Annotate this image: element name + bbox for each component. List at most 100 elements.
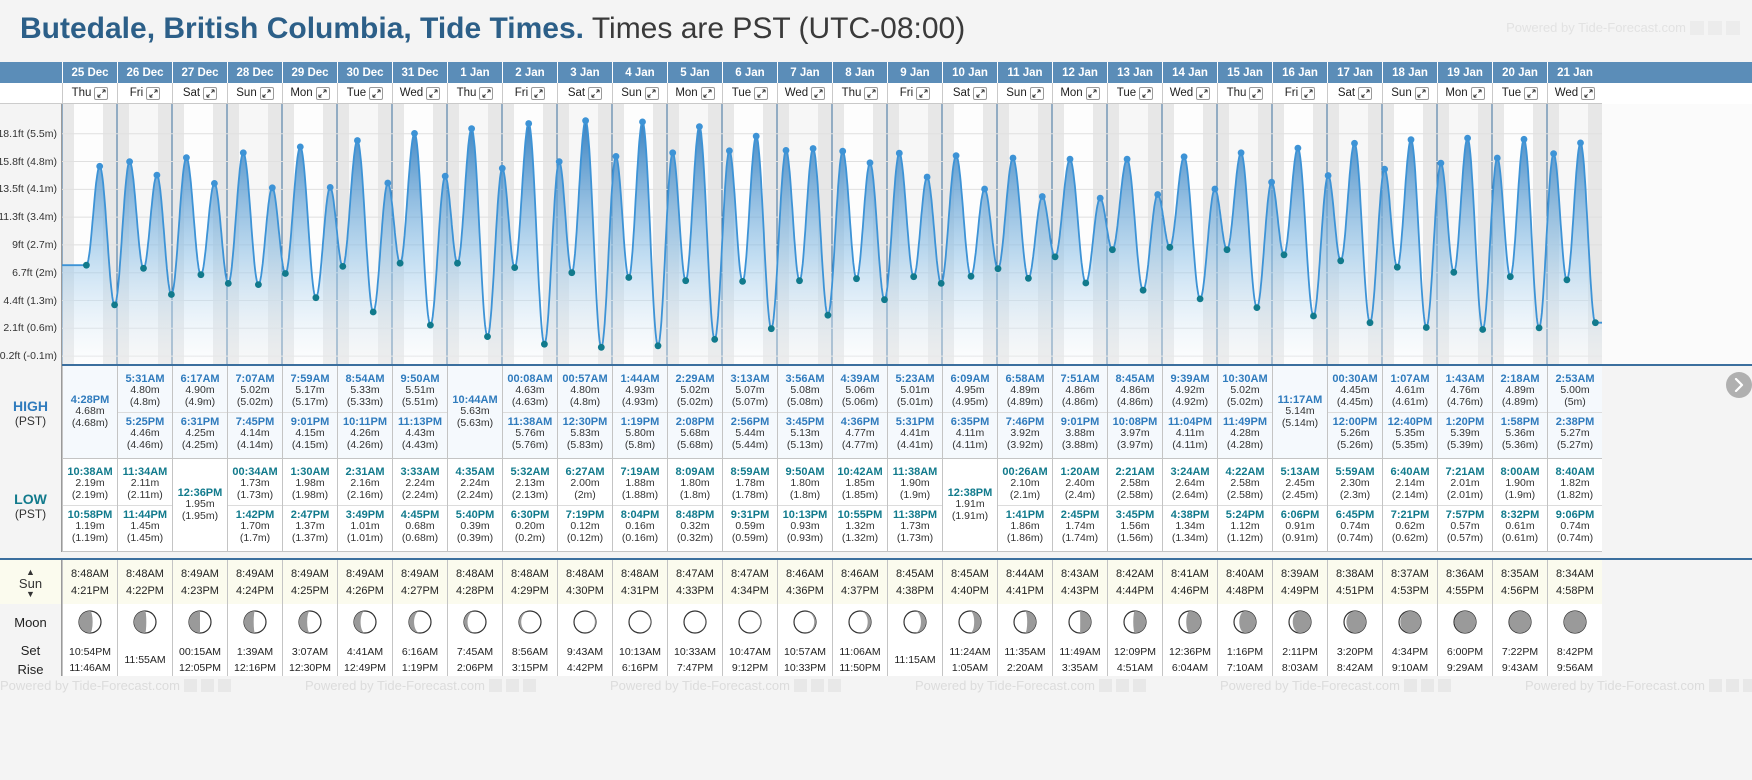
weekday-header-cell[interactable]: Fri bbox=[502, 83, 557, 104]
weekday-header-cell[interactable]: Sat bbox=[942, 83, 997, 104]
date-header-cell[interactable]: 25 Dec bbox=[62, 62, 117, 83]
expand-icon[interactable] bbox=[811, 86, 826, 100]
high-tide-cell[interactable]: 4:39AM 5.06m (5.06m) 4:36PM 4.77m (4.77m) bbox=[832, 366, 887, 459]
high-tide-point[interactable] bbox=[809, 145, 817, 152]
expand-icon[interactable] bbox=[1524, 86, 1539, 100]
date-header-cell[interactable]: 16 Jan bbox=[1272, 62, 1327, 83]
high-tide-point[interactable] bbox=[612, 153, 620, 160]
high-tide-cell[interactable]: 1:44AM 4.93m (4.93m) 1:19PM 5.80m (5.8m) bbox=[612, 366, 667, 459]
high-tide-point[interactable] bbox=[296, 143, 304, 151]
low-tide-point[interactable] bbox=[824, 311, 832, 319]
date-header-cell[interactable]: 19 Jan bbox=[1437, 62, 1492, 83]
high-tide-cell[interactable]: 00:30AM 4.45m (4.45m) 12:00PM 5.26m (5.26m) bbox=[1327, 366, 1382, 459]
expand-icon[interactable] bbox=[1139, 86, 1154, 100]
expand-icon[interactable] bbox=[916, 86, 931, 100]
date-header-cell[interactable]: 12 Jan bbox=[1052, 62, 1107, 83]
high-tide-point[interactable] bbox=[923, 173, 931, 181]
high-tide-cell[interactable]: 11:17AM 5.14m (5.14m) bbox=[1272, 366, 1327, 459]
high-tide-cell[interactable]: 6:58AM 4.89m (4.89m) 7:46PM 3.92m (3.92m) bbox=[997, 366, 1052, 459]
low-tide-point[interactable] bbox=[654, 342, 662, 350]
high-tide-point[interactable] bbox=[952, 152, 960, 159]
low-tide-point[interactable] bbox=[511, 264, 519, 271]
high-tide-point[interactable] bbox=[752, 132, 760, 140]
weekday-header-cell[interactable]: Mon bbox=[667, 83, 722, 104]
low-tide-cell[interactable]: 5:59AM 2.30m (2.3m) 6:45PM 0.74m (0.74m) bbox=[1327, 459, 1382, 552]
high-tide-cell[interactable]: 10:30AM 5.02m (5.02m) 11:49PM 4.28m (4.28m) bbox=[1217, 366, 1272, 459]
date-header-cell[interactable]: 3 Jan bbox=[557, 62, 612, 83]
high-tide-point[interactable] bbox=[782, 147, 790, 154]
date-header-cell[interactable]: 6 Jan bbox=[722, 62, 777, 83]
low-tide-cell[interactable]: 2:21AM 2.58m (2.58m) 3:45PM 1.56m (1.56m) bbox=[1107, 459, 1162, 552]
high-tide-point[interactable] bbox=[211, 180, 218, 187]
expand-icon[interactable] bbox=[1581, 86, 1596, 100]
high-tide-point[interactable] bbox=[639, 118, 646, 126]
high-tide-point[interactable] bbox=[582, 117, 589, 125]
date-header-cell[interactable]: 1 Jan bbox=[447, 62, 502, 83]
low-tide-cell[interactable]: 6:40AM 2.14m (2.14m) 7:21PM 0.62m (0.62m) bbox=[1382, 459, 1437, 552]
low-tide-cell[interactable]: 11:34AM 2.11m (2.11m) 11:44PM 1.45m (1.45m) bbox=[117, 459, 172, 552]
low-tide-cell[interactable]: 00:26AM 2.10m (2.1m) 1:41PM 1.86m (1.86m) bbox=[997, 459, 1052, 552]
high-tide-point[interactable] bbox=[1520, 135, 1528, 143]
low-tide-cell[interactable]: 1:20AM 2.40m (2.4m) 2:45PM 1.74m (1.74m) bbox=[1052, 459, 1107, 552]
low-tide-point[interactable] bbox=[1139, 286, 1147, 294]
date-header-cell[interactable]: 31 Dec bbox=[392, 62, 447, 83]
scroll-next-button[interactable] bbox=[1726, 372, 1752, 398]
date-header-cell[interactable]: 13 Jan bbox=[1107, 62, 1162, 83]
expand-icon[interactable] bbox=[146, 86, 161, 100]
low-tide-point[interactable] bbox=[369, 308, 377, 316]
low-tide-point[interactable] bbox=[1450, 268, 1458, 276]
high-tide-point[interactable] bbox=[1493, 154, 1501, 162]
expand-icon[interactable] bbox=[588, 86, 603, 100]
high-tide-cell[interactable]: 8:45AM 4.86m (4.86m) 10:08PM 3.97m (3.97m) bbox=[1107, 366, 1162, 459]
low-tide-point[interactable] bbox=[625, 274, 633, 281]
low-tide-point[interactable] bbox=[1592, 319, 1599, 327]
low-tide-point[interactable] bbox=[197, 271, 205, 279]
low-tide-point[interactable] bbox=[541, 340, 548, 348]
expand-icon[interactable] bbox=[644, 86, 659, 100]
low-tide-cell[interactable]: 8:00AM 1.90m (1.9m) 8:32PM 0.61m (0.61m) bbox=[1492, 459, 1547, 552]
low-tide-cell[interactable]: 9:50AM 1.80m (1.8m) 10:13PM 0.93m (0.93m) bbox=[777, 459, 832, 552]
date-header-cell[interactable]: 14 Jan bbox=[1162, 62, 1217, 83]
expand-icon[interactable] bbox=[94, 86, 109, 100]
weekday-header-cell[interactable]: Sun bbox=[997, 83, 1052, 104]
low-tide-point[interactable] bbox=[1196, 295, 1204, 303]
weekday-header-cell[interactable]: Tue bbox=[337, 83, 392, 104]
low-tide-cell[interactable]: 2:31AM 2.16m (2.16m) 3:49PM 1.01m (1.01m) bbox=[337, 459, 392, 552]
high-tide-cell[interactable]: 3:56AM 5.08m (5.08m) 3:45PM 5.13m (5.13m) bbox=[777, 366, 832, 459]
high-tide-point[interactable] bbox=[1066, 155, 1074, 163]
date-header-cell[interactable]: 28 Dec bbox=[227, 62, 282, 83]
low-tide-point[interactable] bbox=[427, 321, 434, 329]
high-tide-point[interactable] bbox=[1407, 136, 1415, 144]
low-tide-point[interactable] bbox=[1253, 304, 1261, 311]
date-header-cell[interactable]: 8 Jan bbox=[832, 62, 887, 83]
low-tide-point[interactable] bbox=[168, 291, 175, 298]
expand-icon[interactable] bbox=[369, 86, 384, 100]
low-tide-point[interactable] bbox=[937, 280, 945, 287]
high-tide-point[interactable] bbox=[441, 172, 449, 180]
low-tide-point[interactable] bbox=[967, 272, 975, 280]
high-tide-point[interactable] bbox=[895, 149, 903, 157]
low-tide-cell[interactable]: 7:19AM 1.88m (1.88m) 8:04PM 0.16m (0.16m) bbox=[612, 459, 667, 552]
low-tide-point[interactable] bbox=[767, 325, 775, 333]
high-tide-point[interactable] bbox=[1180, 153, 1188, 161]
high-tide-point[interactable] bbox=[411, 130, 418, 137]
low-tide-cell[interactable]: 00:34AM 1.73m (1.73m) 1:42PM 1.70m (1.7m) bbox=[227, 459, 282, 552]
high-tide-point[interactable] bbox=[525, 120, 533, 127]
low-tide-point[interactable] bbox=[1393, 263, 1401, 271]
low-tide-point[interactable] bbox=[224, 280, 232, 287]
date-header-cell[interactable]: 2 Jan bbox=[502, 62, 557, 83]
high-tide-point[interactable] bbox=[1577, 139, 1584, 147]
high-tide-point[interactable] bbox=[669, 149, 677, 157]
low-tide-point[interactable] bbox=[1506, 273, 1514, 281]
weekday-header-cell[interactable]: Tue bbox=[1107, 83, 1162, 104]
expand-icon[interactable] bbox=[1414, 86, 1429, 100]
low-tide-cell[interactable]: 6:27AM 2.00m (2m) 7:19PM 0.12m (0.12m) bbox=[557, 459, 612, 552]
weekday-header-cell[interactable]: Thu bbox=[62, 83, 117, 104]
low-tide-cell[interactable]: 8:40AM 1.82m (1.82m) 9:06PM 0.74m (0.74m) bbox=[1547, 459, 1602, 552]
high-tide-cell[interactable]: 4:28PM 4.68m (4.68m) bbox=[62, 366, 117, 459]
date-header-cell[interactable]: 21 Jan bbox=[1547, 62, 1602, 83]
high-tide-cell[interactable]: 2:29AM 5.02m (5.02m) 2:08PM 5.68m (5.68m) bbox=[667, 366, 722, 459]
high-tide-point[interactable] bbox=[1437, 159, 1445, 167]
high-tide-point[interactable] bbox=[1268, 178, 1275, 186]
expand-icon[interactable] bbox=[479, 86, 494, 100]
